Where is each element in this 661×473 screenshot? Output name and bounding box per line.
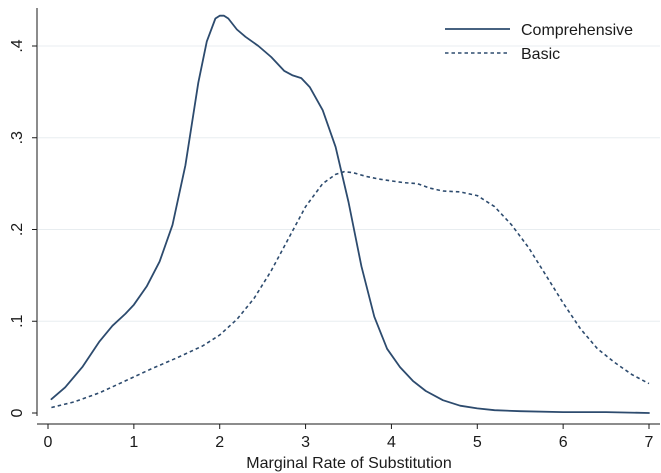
x-tick-label: 4 [387, 434, 396, 451]
y-axis-ticks: 0 .1 .2 .3 .4 [9, 39, 37, 417]
gridlines [38, 45, 660, 322]
y-tick-label: 0 [9, 408, 26, 417]
legend: Comprehensive Basic [445, 22, 633, 63]
y-tick-label: .4 [9, 39, 26, 52]
x-tick-label: 2 [215, 434, 224, 451]
legend-label-basic: Basic [521, 46, 560, 63]
legend-label-comprehensive: Comprehensive [521, 22, 633, 39]
y-tick-label: .2 [9, 223, 26, 236]
y-tick-label: .1 [9, 314, 26, 327]
x-axis-ticks: 0 1 2 3 4 5 6 7 [44, 424, 654, 451]
x-axis-title: Marginal Rate of Substitution [246, 455, 451, 472]
series-line-comprehensive [50, 14, 650, 414]
x-tick-label: 6 [559, 434, 568, 451]
x-tick-label: 5 [473, 434, 482, 451]
y-tick-label: .3 [9, 131, 26, 144]
x-tick-label: 7 [645, 434, 654, 451]
x-tick-label: 3 [301, 434, 310, 451]
x-tick-label: 0 [44, 434, 53, 451]
series-line-basic [51, 170, 650, 409]
series-lines [50, 14, 650, 414]
x-tick-label: 1 [129, 434, 138, 451]
